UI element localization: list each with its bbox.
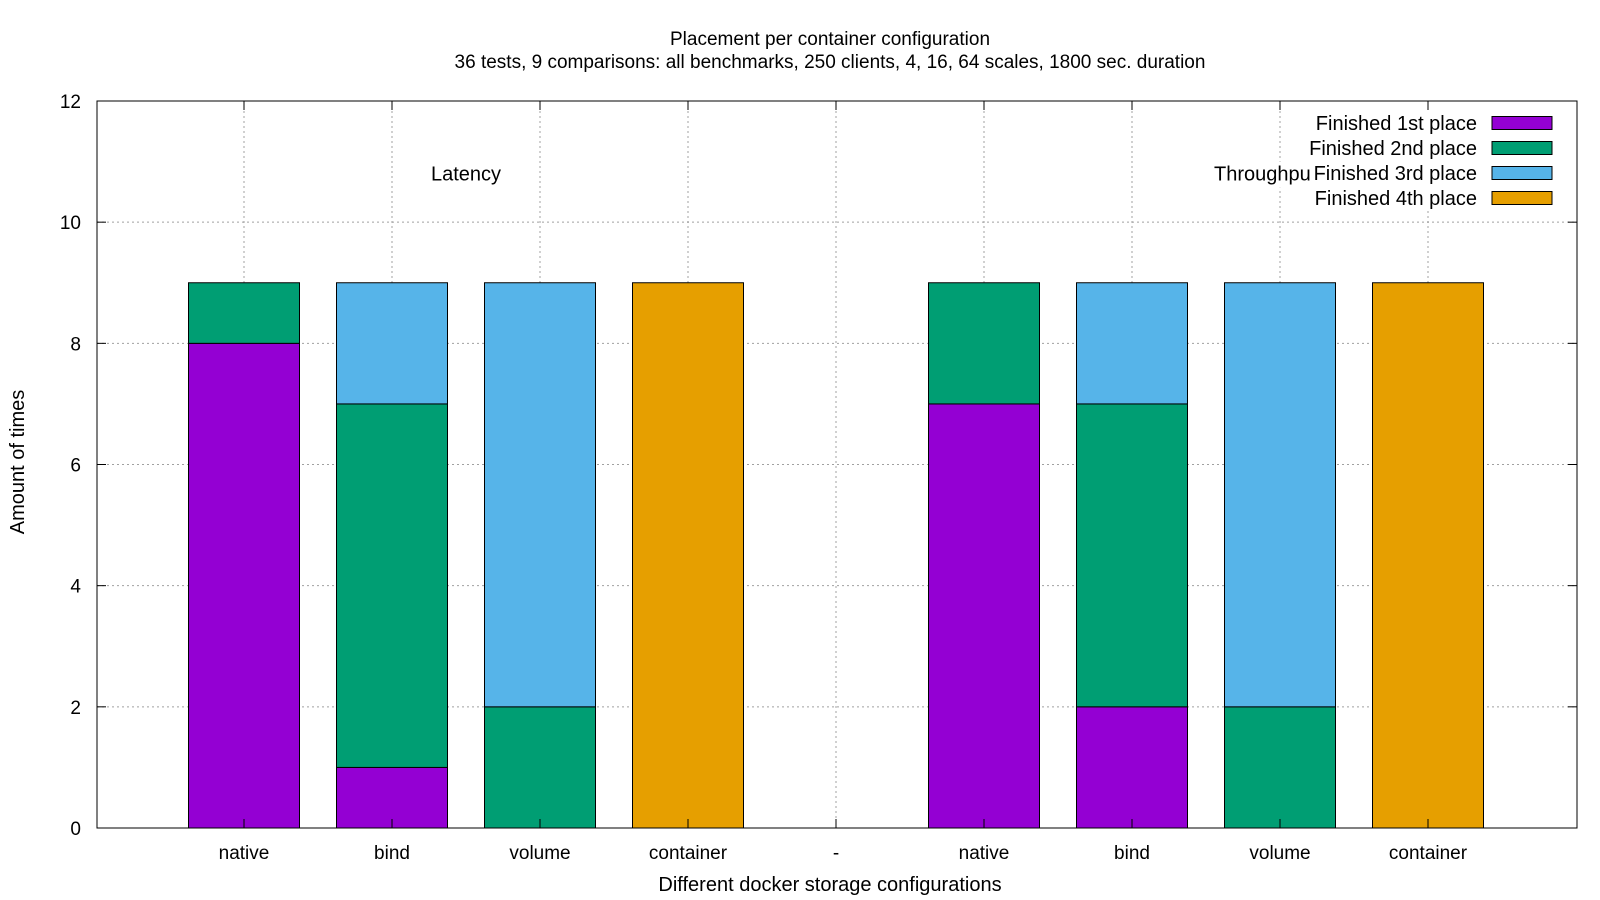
bar-segment-2 (484, 706, 596, 829)
legend-item: Finished 1st place (1311, 110, 1554, 136)
annotation-background (426, 161, 506, 188)
bar-segment-2 (928, 282, 1040, 405)
bar-segment-2 (1224, 706, 1336, 829)
y-tick-label: 10 (60, 213, 81, 234)
annotation-label: Latency (431, 164, 501, 186)
annotation-layer: Latency Throughput (426, 161, 1321, 188)
bar-segment-1 (336, 766, 448, 829)
y-axis-title: Amount of times (7, 390, 29, 535)
bar-segment-3 (1076, 282, 1188, 405)
y-tick-label: 0 (70, 819, 81, 840)
bar-segment-4 (1372, 282, 1484, 829)
x-tick-label: - (833, 843, 839, 864)
legend-swatch (1491, 166, 1553, 180)
annotation-background (1210, 161, 1321, 188)
annotation-label: Throughput (1214, 164, 1317, 186)
x-tick-label: native (959, 843, 1010, 864)
legend-swatch (1491, 191, 1553, 205)
y-tick-label: 8 (70, 334, 81, 355)
tick-layer: 0 2 4 6 8 10 12 native bind volume container - nativ… (60, 92, 1577, 864)
x-tick-label: container (649, 843, 728, 864)
bar-segment-4 (632, 282, 744, 829)
legend: Finished 1st place Finished 2nd place Fini… (1305, 110, 1554, 211)
bar-segment-3 (336, 282, 448, 405)
x-axis-title: Different docker storage configurations (658, 874, 1001, 896)
legend-label: Finished 3rd place (1314, 163, 1477, 185)
x-tick-label: bind (1114, 843, 1150, 864)
bar-segment-1 (928, 403, 1040, 829)
legend-swatch (1491, 141, 1553, 155)
x-tick-label: volume (509, 843, 570, 864)
y-tick-label: 6 (70, 456, 81, 477)
legend-item: Finished 2nd place (1305, 135, 1554, 161)
bar-layer (188, 282, 1484, 829)
legend-label: Finished 1st place (1316, 113, 1477, 135)
x-tick-label: bind (374, 843, 410, 864)
chart-title: Placement per container configuration (670, 29, 990, 50)
chart-subtitle: 36 tests, 9 comparisons: all benchmarks,… (455, 52, 1206, 73)
bar-segment-2 (336, 403, 448, 768)
x-tick-label: container (1389, 843, 1468, 864)
bar-segment-1 (1076, 706, 1188, 829)
legend-item: Finished 3rd place (1309, 160, 1554, 186)
legend-item: Finished 4th place (1310, 185, 1554, 211)
bar-segment-1 (188, 342, 300, 829)
bar-segment-2 (188, 282, 300, 344)
legend-label: Finished 2nd place (1309, 138, 1477, 160)
y-tick-label: 4 (70, 577, 81, 598)
legend-swatch (1491, 116, 1553, 130)
x-tick-label: volume (1249, 843, 1310, 864)
bar-segment-3 (484, 282, 596, 708)
y-tick-label: 12 (60, 92, 81, 113)
bar-segment-2 (1076, 403, 1188, 708)
bar-segment-3 (1224, 282, 1336, 708)
y-tick-label: 2 (70, 698, 81, 719)
legend-label: Finished 4th place (1315, 188, 1477, 210)
x-tick-label: native (219, 843, 270, 864)
